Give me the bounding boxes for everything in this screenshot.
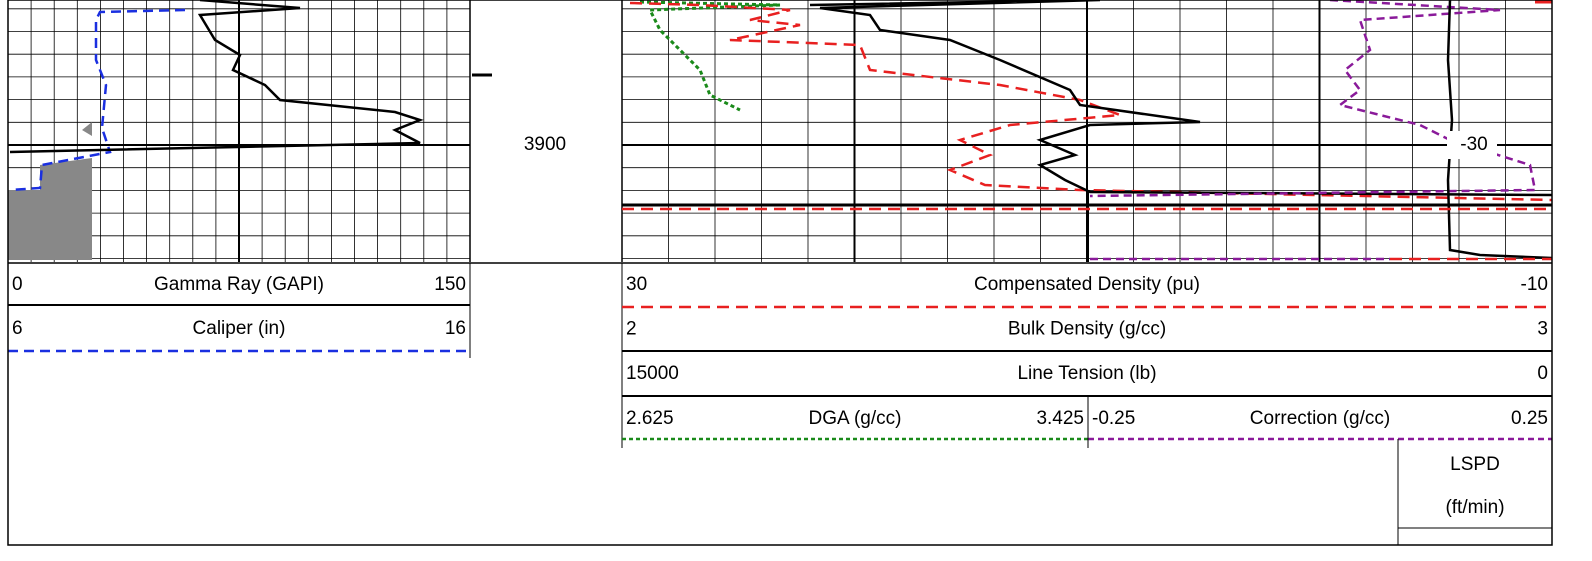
scale-max: -10 bbox=[1521, 274, 1548, 295]
scale-min: 6 bbox=[12, 318, 23, 339]
scale-min: 2 bbox=[626, 319, 637, 340]
header bbox=[8, 262, 1552, 545]
scale-name: Caliper (in) bbox=[193, 318, 286, 339]
bulk-density-curve bbox=[809, 0, 1553, 197]
scale-max: 0.25 bbox=[1511, 408, 1548, 429]
scale-min: 0 bbox=[12, 274, 23, 295]
annotation-box bbox=[1447, 131, 1497, 159]
tension-curve bbox=[1446, 0, 1553, 260]
correction-curve bbox=[1089, 0, 1537, 198]
scale-max: 150 bbox=[434, 274, 466, 295]
scale-min: -0.25 bbox=[1092, 408, 1135, 429]
scale-min: 15000 bbox=[626, 363, 679, 384]
grid bbox=[8, 0, 1552, 262]
scale-max: 16 bbox=[445, 318, 466, 339]
scale-name: Line Tension (lb) bbox=[1017, 363, 1156, 384]
scale-max: 3.425 bbox=[1036, 408, 1084, 429]
caliper-fill bbox=[82, 122, 92, 136]
scale-min: 30 bbox=[626, 274, 647, 295]
scale-name: Bulk Density (g/cc) bbox=[1008, 319, 1166, 340]
scale-name: Gamma Ray (GAPI) bbox=[154, 274, 324, 295]
frame bbox=[7, 0, 1553, 546]
annotation: -30 bbox=[1460, 134, 1487, 155]
scale-name: Compensated Density (pu) bbox=[974, 274, 1200, 295]
caliper-curve bbox=[9, 8, 186, 192]
speed-name: LSPD bbox=[1450, 454, 1500, 475]
dga-curve bbox=[639, 0, 781, 112]
scale-max: 0 bbox=[1537, 363, 1548, 384]
density-curve bbox=[629, 1, 1553, 202]
gamma-ray-curve bbox=[9, 0, 424, 154]
scale-min: 2.625 bbox=[626, 408, 674, 429]
speed-unit: (ft/min) bbox=[1445, 497, 1504, 518]
scale-max: 3 bbox=[1537, 319, 1548, 340]
caliper-fill bbox=[8, 158, 92, 260]
scale-name: DGA (g/cc) bbox=[809, 408, 902, 429]
depth-label: 3900 bbox=[524, 134, 566, 155]
scale-name: Correction (g/cc) bbox=[1250, 408, 1390, 429]
